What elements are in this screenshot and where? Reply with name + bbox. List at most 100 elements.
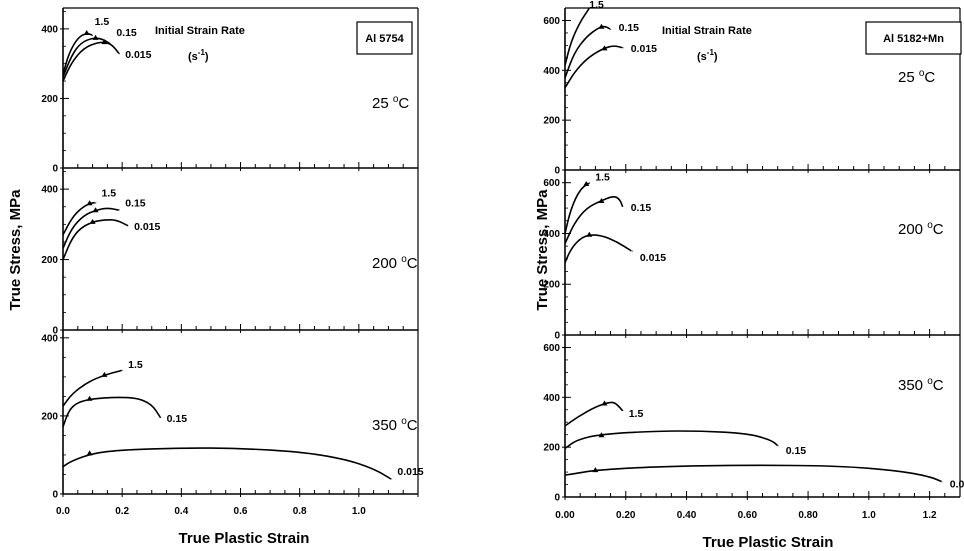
y-tick-label: 400 (41, 185, 58, 196)
y-tick-label: 200 (543, 280, 560, 291)
y-tick-label: 600 (543, 16, 560, 27)
curve-rate-1-5 (564, 181, 591, 234)
series-label-1-5: 1.5 (589, 0, 604, 11)
series-label-0-015: 0.015 (950, 479, 964, 491)
chart-al-5754: 0 200 400 1.5 0.15 0.015 25 oC 0 200 400 1.5 0.15 0.… (7, 7, 424, 547)
legend-unit: (s-1) (188, 48, 209, 63)
x-tick-label: 0.8 (293, 506, 307, 517)
x-tick-label: 1.0 (352, 506, 366, 517)
y-tick-label: 200 (41, 94, 58, 105)
marker-rate-0-15 (598, 23, 605, 29)
temperature-label: 350 oC (898, 376, 944, 394)
curve-rate-0-15 (62, 37, 111, 78)
legend-title: Initial Strain Rate (662, 25, 752, 37)
y-tick-label: 400 (543, 66, 560, 77)
series-label-1-5: 1.5 (102, 188, 117, 200)
y-tick-label: 200 (543, 116, 560, 127)
series-label-0-15: 0.15 (631, 202, 652, 214)
curve-rate-1-5 (62, 201, 97, 236)
y-tick-label: 600 (543, 343, 560, 354)
x-tick-label: 0.6 (234, 506, 248, 517)
curve-rate-0-015 (62, 219, 129, 260)
x-tick-label: 0.0 (56, 506, 70, 517)
x-tick-label: 0.2 (115, 506, 129, 517)
y-tick-label: 400 (41, 333, 58, 344)
legend-unit: (s-1) (697, 48, 718, 63)
marker-rate-1-5 (583, 180, 590, 186)
curve-rate-1-5 (564, 7, 591, 66)
x-tick-label: 0.00 (555, 510, 575, 521)
marker-rate-0-015 (86, 450, 93, 456)
y-tick-label: 0 (52, 164, 58, 175)
temperature-label: 25 oC (898, 68, 935, 86)
curve-rate-0-015 (564, 45, 624, 89)
x-tick-label: 0.40 (677, 510, 697, 521)
marker-rate-1-5 (86, 200, 93, 206)
y-tick-label: 200 (41, 255, 58, 266)
marker-rate-0-015 (89, 218, 96, 224)
marker-rate-0-015 (586, 231, 593, 237)
temperature-label: 200 oC (898, 220, 944, 238)
marker-rate-0-15 (92, 207, 99, 213)
curve-rate-0-015 (62, 41, 121, 82)
alloy-label: Al 5182+Mn (883, 33, 944, 45)
alloy-box (865, 21, 962, 55)
series-label-0-015: 0.015 (397, 466, 423, 478)
temperature-label: 350 oC (372, 416, 418, 434)
x-tick-label: 0.60 (738, 510, 758, 521)
y-tick-label: 400 (41, 24, 58, 35)
x-axis-title: True Plastic Strain (703, 534, 834, 551)
curve-rate-1-5 (62, 32, 94, 75)
y-tick-label: 0 (52, 490, 58, 501)
curve-rate-0-015 (564, 234, 633, 264)
y-tick-label: 200 (41, 411, 58, 422)
panel-25c: 0 200 400 600 1.5 0.15 0.015 25 oC (543, 0, 961, 177)
marker-rate-1-5 (101, 371, 108, 377)
series-label-0-015: 0.015 (631, 43, 657, 55)
y-tick-label: 0 (554, 331, 560, 342)
series-label-0-15: 0.15 (125, 197, 146, 209)
y-tick-label: 0 (52, 326, 58, 337)
y-axis-title: True Stress, MPa (7, 189, 24, 311)
series-label-0-15: 0.15 (786, 445, 807, 457)
curve-rate-0-15 (62, 207, 120, 249)
series-label-0-015: 0.015 (134, 221, 160, 233)
curve-rate-0-15 (564, 25, 612, 79)
x-tick-label: 0.80 (798, 510, 818, 521)
curve-rate-0-015 (564, 464, 943, 483)
series-label-0-15: 0.15 (116, 27, 137, 39)
marker-rate-0-015 (101, 39, 108, 45)
x-tick-label: 1.2 (923, 510, 937, 521)
marker-rate-1-5 (83, 30, 90, 36)
series-label-1-5: 1.5 (128, 359, 143, 371)
curve-rate-0-15 (564, 430, 779, 450)
curve-rate-1-5 (564, 401, 624, 427)
y-tick-label: 0 (554, 493, 560, 504)
chart-al-5182-mn: 0 200 400 600 1.5 0.15 0.015 25 oC 0 200 400 600 1.5… (534, 0, 964, 551)
x-tick-label: 1.0 (862, 510, 876, 521)
marker-rate-0-15 (598, 432, 605, 438)
x-axis-title: True Plastic Strain (179, 530, 310, 547)
marker-rate-0-015 (601, 45, 608, 51)
y-axis-title: True Stress, MPa (534, 189, 551, 311)
legend-title: Initial Strain Rate (155, 25, 245, 37)
marker-rate-1-5 (601, 400, 608, 406)
series-label-1-5: 1.5 (95, 16, 110, 28)
curve-rate-0-15 (62, 396, 162, 428)
marker-rate-0-15 (598, 197, 605, 203)
temperature-label: 25 oC (372, 94, 409, 112)
panel-200c: 0 200 400 1.5 0.15 0.015 200 oC (41, 168, 419, 337)
curve-rate-1-5 (62, 369, 123, 407)
series-label-1-5: 1.5 (629, 408, 644, 420)
alloy-box (356, 21, 413, 55)
x-tick-label: 0.4 (174, 506, 188, 517)
y-tick-label: 600 (543, 178, 560, 189)
marker-rate-0-15 (92, 34, 99, 40)
y-tick-label: 0 (554, 166, 560, 177)
panel-350c: 0 200 400 1.5 0.15 0.015 350 oC (41, 330, 424, 501)
series-label-0-015: 0.015 (125, 49, 151, 61)
panel-200c: 0 200 400 600 1.5 0.15 0.015 200 oC (543, 170, 961, 342)
y-tick-label: 400 (543, 229, 560, 240)
marker-rate-0-015 (592, 467, 599, 473)
